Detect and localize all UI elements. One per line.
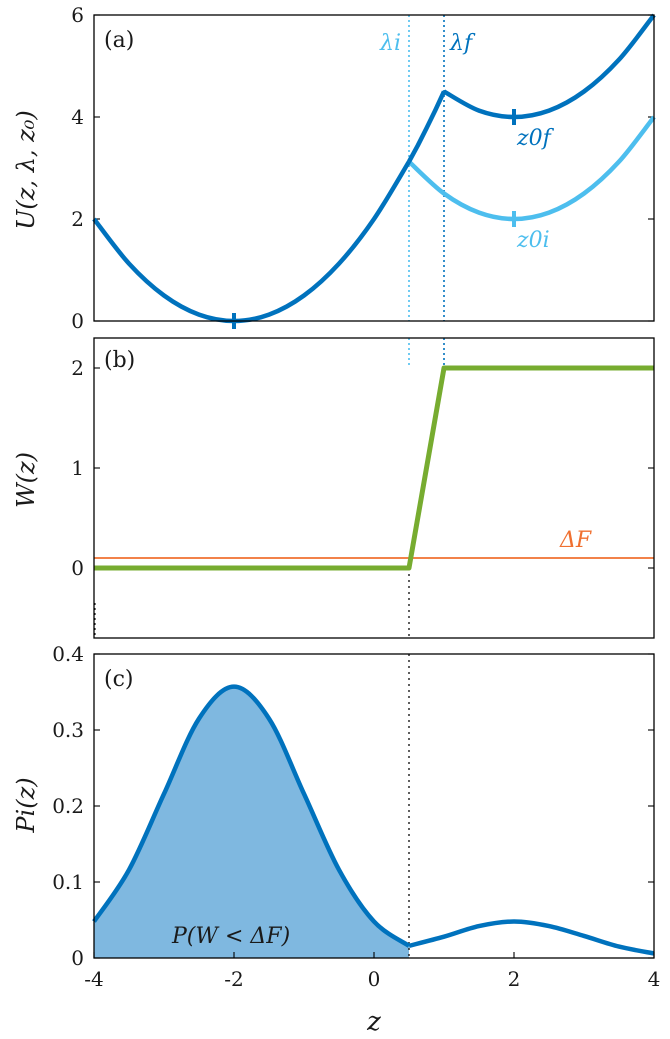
panel-a: U(z, λ, z₀) 0 2 4 6 (a) λi λf z0f z0i — [12, 3, 656, 333]
xtick-label-0: -4 — [84, 967, 103, 991]
ytick-label-1-0: 0 — [71, 556, 84, 580]
xtick-label-1: -2 — [224, 967, 243, 991]
ytick-label-2-0: 0 — [71, 946, 84, 970]
panel-a-label: (a) — [104, 28, 134, 53]
area-c-fill — [94, 686, 409, 958]
ytick-label-1-1: 1 — [71, 456, 84, 480]
z0i-label: z0i — [516, 228, 550, 253]
ytick-label-0-0: 0 — [71, 309, 84, 333]
ytick-label-2-4: 0.4 — [52, 642, 84, 666]
probability-label: P(W < ΔF) — [171, 924, 290, 949]
panel-a-ylabel: U(z, λ, z₀) — [12, 110, 40, 230]
panel-b-ylabel: W(z) — [12, 452, 40, 508]
panel-c-label: (c) — [104, 667, 134, 692]
panel-b-label: (b) — [104, 348, 135, 373]
xtick-label-3: 2 — [508, 967, 521, 991]
series-a-3 — [407, 115, 656, 222]
panel-a-frame — [93, 14, 655, 322]
lambda-i-label: λi — [379, 31, 401, 56]
ytick-label-1-2: 2 — [71, 356, 84, 380]
x-axis-label: z — [366, 1007, 381, 1037]
series-a-2 — [442, 13, 656, 120]
delta-f-label: ΔF — [559, 528, 592, 553]
series-c-right — [408, 919, 655, 956]
ytick-label-2-2: 0.2 — [52, 794, 84, 818]
ytick-label-2-1: 0.1 — [52, 870, 84, 894]
series-a-1 — [407, 90, 447, 163]
z0f-label: z0f — [516, 126, 555, 151]
panel-c-frame — [93, 653, 655, 959]
ytick-label-0-2: 4 — [71, 105, 84, 129]
ytick-label-0-3: 6 — [71, 3, 84, 27]
xtick-label-4: 4 — [648, 967, 661, 991]
xtick-label-2: 0 — [368, 967, 381, 991]
ytick-label-2-3: 0.3 — [52, 718, 84, 742]
panel-b-frame — [93, 337, 655, 639]
series-a-0 — [92, 160, 411, 324]
panel-b: W(z) 0 1 2 (b) ΔF — [12, 337, 655, 639]
lambda-f-label: λf — [449, 31, 476, 56]
series-b-0 — [94, 365, 654, 571]
ytick-label-0-1: 2 — [71, 207, 84, 231]
series-c-left — [92, 684, 411, 948]
panel-c-ylabel: Pi(z) — [12, 777, 40, 833]
panel-c: Pi(z) 0 0.1 0.2 0.3 0.4 -4 -2 0 2 4 (c) P(W < ΔF)… — [12, 642, 660, 1037]
